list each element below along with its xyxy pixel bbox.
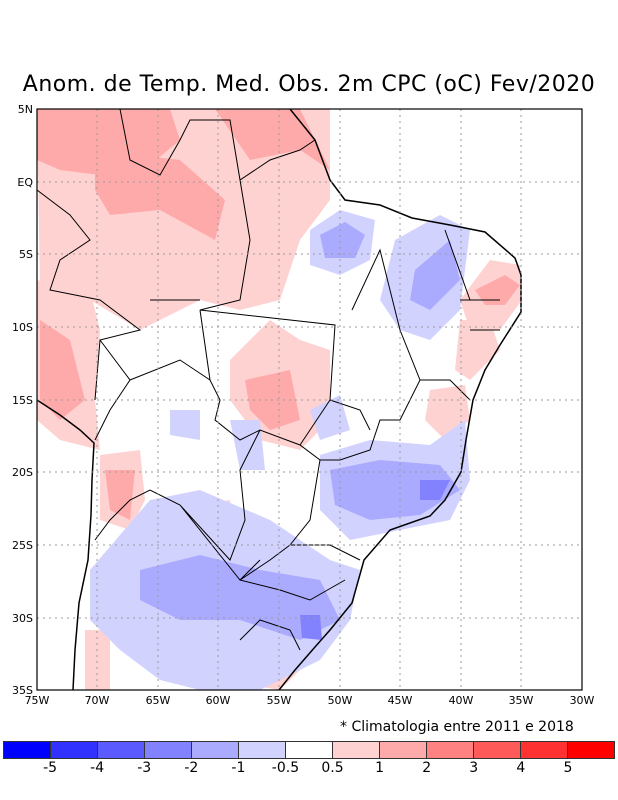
colorbar-label: -3 (137, 760, 152, 776)
lon-label: 50W (328, 694, 353, 707)
colorbar-swatch (427, 742, 474, 758)
colorbar-swatch (380, 742, 427, 758)
colorbar-label: 4 (516, 760, 526, 776)
colorbar-label: 0.5 (321, 760, 344, 776)
lat-label: 20S (12, 466, 33, 479)
lat-label: 30S (12, 612, 33, 625)
map-frame (36, 108, 583, 691)
colorbar-swatch (568, 742, 614, 758)
map-title: Anom. de Temp. Med. Obs. 2m CPC (oC) Fev… (22, 72, 596, 97)
lat-label: 5S (19, 248, 33, 261)
colorbar-swatch (286, 742, 333, 758)
lon-label: 65W (146, 694, 171, 707)
colorbar-swatch (333, 742, 380, 758)
climatology-note: * Climatologia entre 2011 e 2018 (340, 719, 574, 735)
colorbar-swatch (474, 742, 521, 758)
lon-label: 55W (267, 694, 292, 707)
lon-labels: 75W 70W 65W 60W 55W 50W 45W 40W 35W 30W (25, 694, 595, 707)
colorbar-swatch (98, 742, 145, 758)
colorbar-swatch (239, 742, 286, 758)
colorbar-swatch (4, 742, 51, 758)
colorbar-label: 3 (469, 760, 479, 776)
lon-label: 40W (449, 694, 474, 707)
colorbar-label: -4 (90, 760, 105, 776)
lon-label: 70W (85, 694, 110, 707)
colorbar (3, 741, 615, 759)
colorbar-label: -1 (231, 760, 246, 776)
lon-label: 45W (388, 694, 413, 707)
colorbar-label: -5 (43, 760, 58, 776)
grid-lines (37, 109, 582, 690)
lat-label: 15S (12, 394, 33, 407)
colorbar-label: -2 (184, 760, 199, 776)
lon-label: 60W (206, 694, 231, 707)
lat-label: 5N (18, 103, 33, 116)
lat-label: 25S (12, 539, 33, 552)
colorbar-label: 2 (422, 760, 432, 776)
lon-label: 30W (570, 694, 595, 707)
colorbar-label: 1 (375, 760, 385, 776)
lon-label: 35W (509, 694, 534, 707)
lon-label: 75W (25, 694, 50, 707)
colorbar-label: 5 (563, 760, 573, 776)
lat-label: EQ (17, 176, 33, 189)
lat-label: 35S (12, 684, 33, 697)
lat-labels: 5N EQ 5S 10S 15S 20S 25S 30S 35S (12, 103, 33, 697)
colorbar-swatch (145, 742, 192, 758)
anomaly-map: 5N EQ 5S 10S 15S 20S 25S 30S 35S 75W 70W… (12, 103, 595, 707)
coastline (37, 109, 522, 690)
anomaly-shading (37, 109, 522, 690)
colorbar-swatch (51, 742, 98, 758)
colorbar-label: -0.5 (271, 760, 300, 776)
colorbar-swatch (521, 742, 568, 758)
lat-label: 10S (12, 321, 33, 334)
colorbar-swatch (192, 742, 239, 758)
